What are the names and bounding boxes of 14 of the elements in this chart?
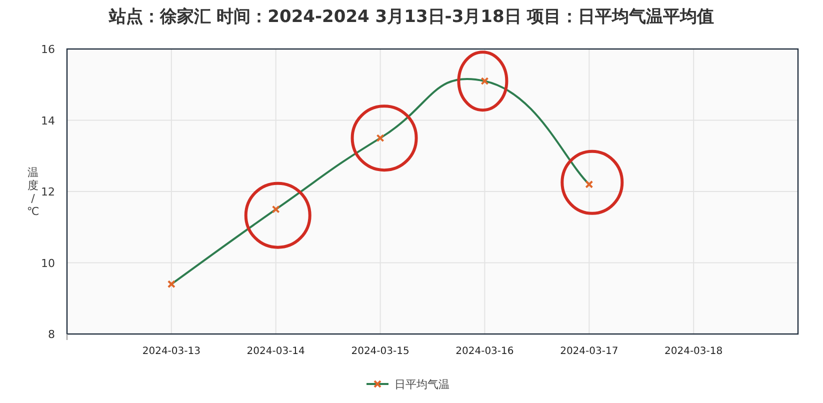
y-tick-label: 16 xyxy=(41,43,55,56)
y-tick-label: 12 xyxy=(41,186,55,198)
y-axis-title: 温度/℃ xyxy=(26,166,40,218)
y-tick-label: 8 xyxy=(48,328,55,341)
x-tick-label: 2024-03-15 xyxy=(351,346,410,357)
x-tick-label: 2024-03-16 xyxy=(456,346,514,357)
x-tick-label: 2024-03-14 xyxy=(246,346,305,357)
x-tick-label: 2024-03-17 xyxy=(560,346,618,357)
y-tick-label: 14 xyxy=(41,114,55,128)
chart-title: 站点：徐家汇 时间：2024-2024 3月13日-3月18日 项目：日平均气温平均值 xyxy=(108,7,714,27)
y-tick-label: 10 xyxy=(41,256,55,270)
x-tick-label: 2024-03-18 xyxy=(664,346,723,357)
legend-label: 日平均气温 xyxy=(394,378,450,391)
x-tick-label: 2024-03-13 xyxy=(142,346,200,357)
